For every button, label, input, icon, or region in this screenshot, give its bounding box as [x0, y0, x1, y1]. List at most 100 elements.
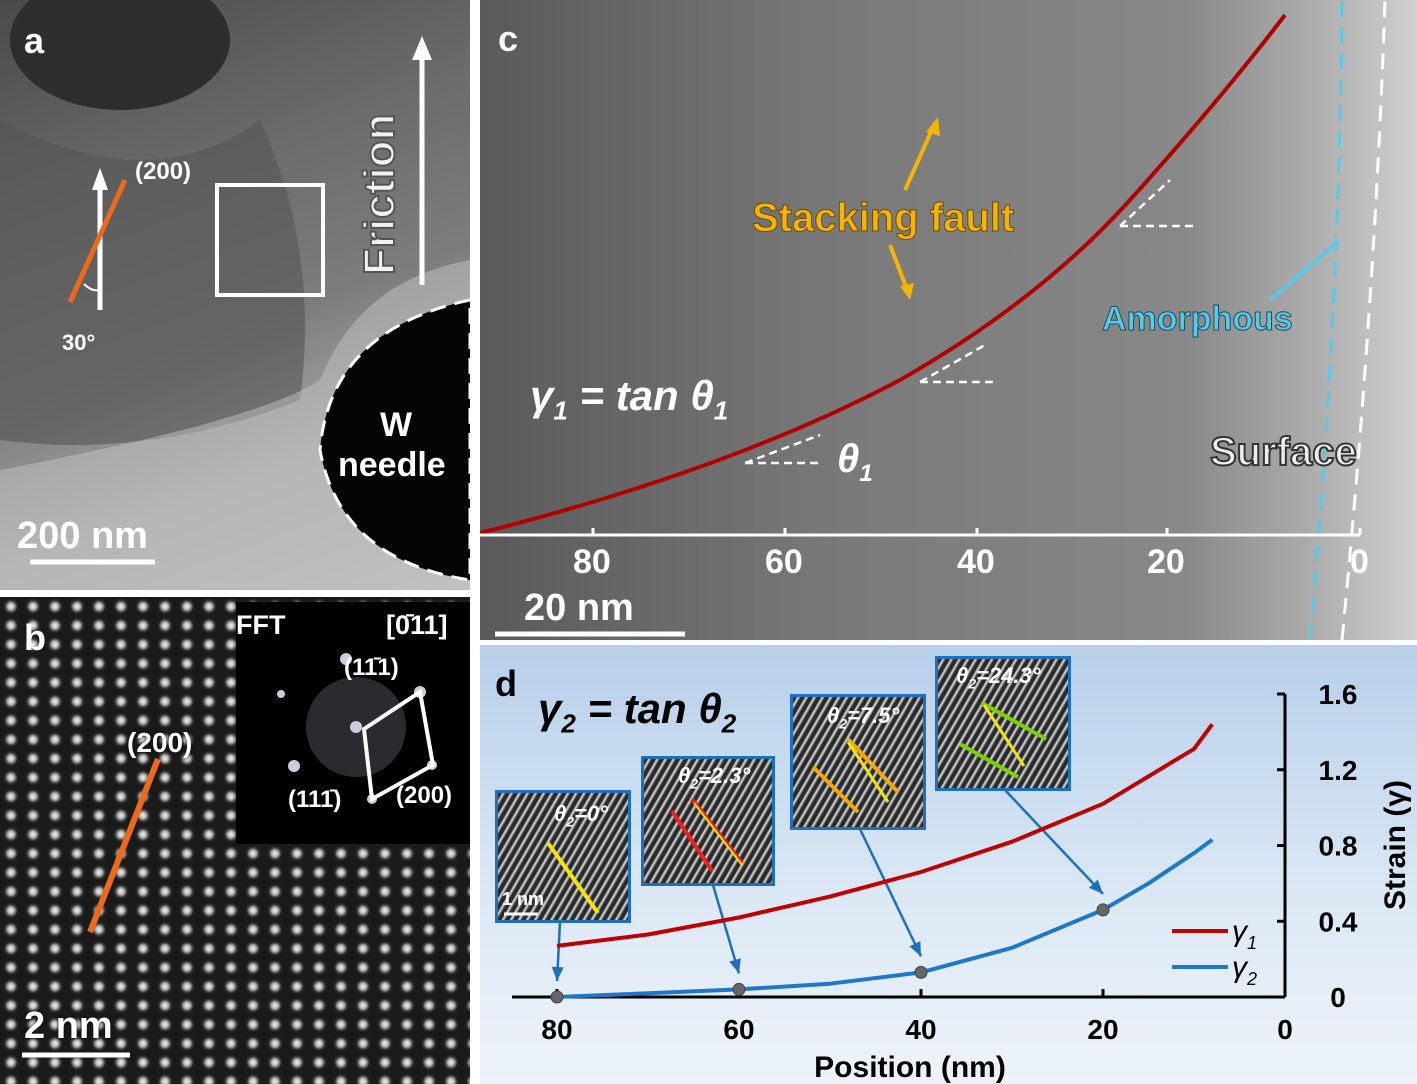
axis-tick-label: 40 [957, 543, 995, 581]
arrow-head-icon [909, 941, 921, 957]
w-needle [318, 298, 470, 582]
plane-line [87, 757, 161, 934]
theta-label: θ1 [837, 437, 873, 488]
inset-angle-label: θ2=7.5° [827, 703, 900, 732]
subscript: 1 [859, 460, 873, 487]
inset-angle-label: θ2=2.3° [678, 763, 751, 792]
axis-ticks [591, 528, 1362, 535]
panel-a-tem-image: a (200) 30° Friction W needle 200 nm [0, 0, 470, 590]
amorphous-label: Amorphous [1102, 300, 1294, 339]
surface-label: Surface [1209, 429, 1358, 475]
panel-c-overlay [480, 0, 1387, 640]
subscript: 2 [721, 708, 737, 739]
axis-tick-label: 80 [573, 543, 611, 581]
axis-tick-label: 20 [1147, 543, 1185, 581]
hrtem-inset-1: θ2=0° 1 nm [495, 790, 631, 923]
hrtem-inset-2: θ2=2.3° [641, 756, 775, 886]
fft-parallelogram [361, 688, 436, 803]
panel-b-haadf-image: b (200) 2 nm FFT [0̄11] (11̄1) (111̄) (2… [0, 597, 470, 1084]
fft-spot-right-label: (200) [396, 782, 453, 809]
subscript: 1 [553, 395, 568, 426]
arrow-head-icon [551, 966, 564, 981]
plane-label: (200) [135, 158, 192, 185]
panel-d-strain-chart: 80 60 40 20 0 0 0.4 0.8 1.2 1.6 Position (nm) Strai… [480, 645, 1417, 1084]
fft-pattern [277, 653, 437, 804]
inset-marker-lines [959, 701, 1047, 779]
x-axis-label: Position (nm) [814, 1051, 1006, 1084]
legend-label: γ2 [1232, 951, 1257, 989]
panel-letter: c [498, 18, 519, 59]
callout-arrow [1004, 789, 1104, 895]
theta-symbol: θ [837, 437, 860, 481]
panel-letter: a [24, 20, 45, 61]
angle-arc [83, 283, 101, 292]
x-tick-label: 60 [723, 1014, 754, 1045]
stacking-fault-label: Stacking fault [751, 196, 1015, 241]
scale-bar-label: 200 nm [17, 515, 148, 557]
legend-subscript: 2 [1246, 969, 1257, 989]
plane-line [67, 178, 128, 304]
arrow-head-icon [1089, 879, 1103, 894]
scale-bar-label: 2 nm [24, 1005, 113, 1047]
scale-bar-label: 20 nm [524, 587, 634, 629]
x-tick-label: 0 [1277, 1014, 1293, 1045]
callout-arrow [858, 828, 923, 957]
fft-spot [340, 653, 352, 665]
panel-a-overlay [0, 0, 470, 590]
friction-label: Friction [354, 113, 405, 276]
data-point [914, 965, 928, 979]
hrtem-inset-4: θ2=24.3° [935, 656, 1071, 791]
panel-b-overlay [22, 757, 161, 1058]
x-tick-label: 40 [905, 1014, 936, 1045]
y-tick-label: 0.8 [1319, 831, 1358, 862]
inset-angle-label: θ2=24.3° [956, 663, 1041, 692]
stacking-fault-arrow-down [888, 244, 910, 293]
panel-letter: d [495, 663, 517, 704]
shear-curve [480, 13, 1287, 535]
stacking-fault-arrow-up [903, 122, 937, 191]
fft-inset: FFT [0̄11] (11̄1) (111̄) (200) [236, 602, 470, 844]
arrow-head-icon [729, 958, 741, 974]
plane-label: (200) [127, 727, 193, 758]
inset-marker-lines [670, 797, 744, 873]
needle-label: needle [338, 446, 446, 484]
arrow-head-icon [926, 117, 940, 136]
gamma-symbol: γ [538, 685, 562, 732]
legend-subscript: 1 [1247, 933, 1257, 953]
fft-spot [350, 721, 362, 733]
dark-grain [10, 0, 230, 110]
y-tick-label: 0 [1330, 982, 1346, 1013]
panel-c-hrtem-image: c Stacking fault Amorphous Surface γ1 = … [480, 0, 1417, 640]
axis-tick-label: 0 [1350, 543, 1369, 581]
callout-arrow [711, 884, 741, 974]
inset-angle-label: θ2=0° [554, 801, 608, 830]
y-tick-label: 1.6 [1319, 679, 1358, 710]
legend-label: γ1 [1232, 915, 1257, 953]
subscript: 1 [713, 395, 729, 426]
y-axis-label: Strain (γ) [1379, 780, 1412, 910]
equation-text: = tan θ [575, 685, 722, 732]
equation-gamma2: γ2 = tan θ2 [538, 685, 736, 739]
fft-zone-axis: [0̄11] [386, 610, 448, 640]
selection-box [215, 183, 325, 297]
strain-chart: 80 60 40 20 0 0 0.4 0.8 1.2 1.6 Position (nm) Strai… [512, 679, 1412, 1084]
y-tick-label: 0.4 [1319, 906, 1358, 937]
data-point [732, 982, 746, 996]
fft-title: FFT [236, 610, 286, 640]
x-tick-label: 20 [1087, 1014, 1118, 1045]
inset-marker-lines [504, 841, 600, 916]
fft-spot-top-label: (11̄1) [344, 654, 399, 681]
grain-region [0, 120, 305, 445]
equation-gamma1: γ1 = tan θ1 [530, 372, 729, 426]
arrow-head-icon [900, 283, 914, 300]
axis-tick-label: 60 [765, 543, 803, 581]
amorphous-boundary [1308, 0, 1344, 640]
subscript: 2 [561, 708, 576, 739]
data-point [1096, 903, 1110, 917]
hrtem-inset-3: θ2=7.5° [790, 694, 926, 830]
fft-spot [277, 690, 285, 698]
surface-boundary [1340, 0, 1387, 640]
inset-scale-bar-label: 1 nm [502, 889, 545, 909]
series-line-gamma1 [556, 723, 1214, 948]
needle-label-w: W [380, 406, 413, 444]
